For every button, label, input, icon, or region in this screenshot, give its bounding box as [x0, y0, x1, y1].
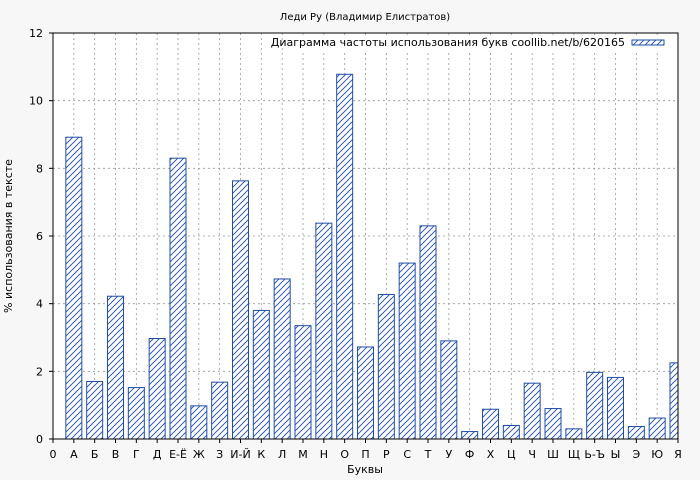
- legend-box: [286, 36, 675, 50]
- y-tick-label: 8: [36, 162, 43, 175]
- bar-Э: [627, 425, 645, 440]
- x-axis-title: Буквы: [347, 463, 383, 476]
- legend-swatch: [631, 39, 665, 46]
- x-tick-label: З: [216, 448, 223, 461]
- x-tick-label: С: [403, 448, 411, 461]
- x-tick-label: Г: [133, 448, 140, 461]
- bar-Т: [419, 225, 437, 440]
- bar-Л: [273, 278, 291, 440]
- chart-title: Леди Ру (Владимир Елистратов): [280, 12, 450, 23]
- bar-Р: [377, 294, 395, 440]
- x-tick-label: Е-Ё: [169, 448, 187, 461]
- x-axis-ticks: 0 А Б В Г Д Е-Ё Ж З И-Й К Л М Н О П Р С Т У Ф Х Ц Ч Ш Щ Ь-Ъ Ы Э Ю Я: [50, 439, 682, 461]
- x-tick-label: Э: [632, 448, 640, 461]
- bar-З: [211, 381, 229, 440]
- bar-И-Й: [232, 180, 249, 440]
- bar-Ч: [523, 382, 541, 440]
- legend: Диаграмма частоты использования букв coo…: [271, 36, 675, 50]
- bar-П: [357, 346, 374, 440]
- x-tick-label: Б: [91, 448, 99, 461]
- x-tick-label: У: [445, 448, 452, 461]
- grid-lines: [53, 33, 678, 439]
- bar-Ц: [502, 424, 520, 440]
- x-tick-label: Х: [487, 448, 495, 461]
- bar-Ю: [648, 417, 666, 440]
- y-axis-title: % использования в тексте: [2, 159, 15, 313]
- bar-Я: [669, 362, 679, 440]
- y-tick-label: 6: [36, 230, 43, 243]
- bar-Ь-Ъ: [586, 371, 604, 440]
- x-tick-label: И-Й: [230, 448, 250, 461]
- bar-Б: [86, 380, 104, 440]
- x-tick-label: Ю: [651, 448, 663, 461]
- x-tick-label: Щ: [568, 448, 580, 461]
- bar-Ф: [461, 431, 479, 440]
- x-tick-label: Д: [153, 448, 162, 461]
- bar-О: [336, 73, 354, 440]
- bars-group: [65, 73, 679, 440]
- x-tick-label: В: [112, 448, 120, 461]
- x-tick-label: Ш: [547, 448, 559, 461]
- x-tick-label: Ч: [528, 448, 536, 461]
- x-tick-label: Т: [424, 448, 432, 461]
- bar-В: [107, 295, 124, 440]
- bar-Г: [127, 387, 145, 440]
- x-tick-label: Н: [320, 448, 328, 461]
- x-tick-label: О: [340, 448, 349, 461]
- x-tick-label: 0: [50, 448, 57, 461]
- x-tick-label: Ц: [507, 448, 516, 461]
- y-tick-label: 2: [36, 365, 43, 378]
- bar-Х: [482, 408, 499, 440]
- x-tick-label: П: [361, 448, 369, 461]
- x-tick-label: М: [298, 448, 308, 461]
- bar-Ж: [190, 405, 208, 440]
- bar-Е-Ё: [169, 157, 187, 440]
- y-axis-ticks: 0 2 4 6 8 10 12: [29, 27, 53, 446]
- x-tick-label: Л: [278, 448, 286, 461]
- x-tick-label: А: [70, 448, 78, 461]
- x-tick-label: Р: [383, 448, 390, 461]
- x-tick-label: К: [257, 448, 265, 461]
- bar-Н: [315, 222, 333, 440]
- y-tick-label: 10: [29, 95, 43, 108]
- x-tick-label: Ж: [193, 448, 205, 461]
- x-tick-label: Ф: [465, 448, 474, 461]
- bar-Ы: [607, 376, 624, 440]
- bar-С: [398, 262, 416, 440]
- legend-label: Диаграмма частоты использования букв coo…: [271, 36, 625, 49]
- bar-К: [252, 309, 270, 440]
- y-tick-label: 0: [36, 433, 43, 446]
- y-tick-label: 4: [36, 298, 43, 311]
- x-tick-label: Ы: [611, 448, 621, 461]
- bar-А: [65, 136, 83, 440]
- bar-М: [294, 325, 312, 440]
- x-tick-label: Ь-Ъ: [584, 448, 605, 461]
- bar-У: [440, 340, 458, 440]
- bar-Ш: [544, 408, 562, 440]
- y-tick-label: 12: [29, 27, 43, 40]
- x-tick-label: Я: [674, 448, 682, 461]
- bar-Д: [148, 338, 166, 440]
- bar-Щ: [565, 428, 583, 440]
